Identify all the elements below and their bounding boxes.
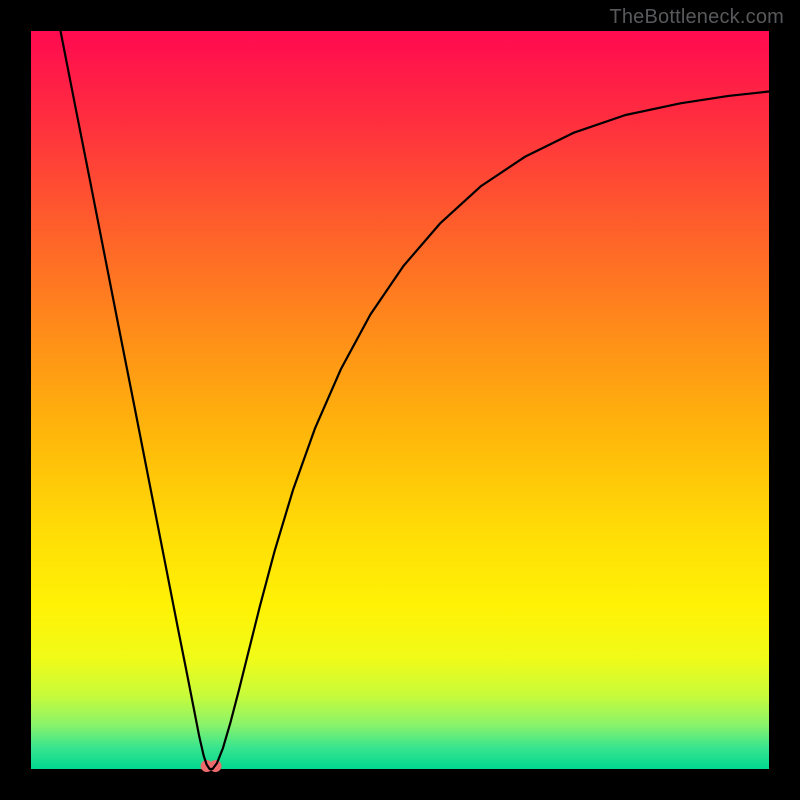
- plot-background: [31, 31, 769, 769]
- chart-frame: TheBottleneck.com: [0, 0, 800, 800]
- bottleneck-curve-chart: [0, 0, 800, 800]
